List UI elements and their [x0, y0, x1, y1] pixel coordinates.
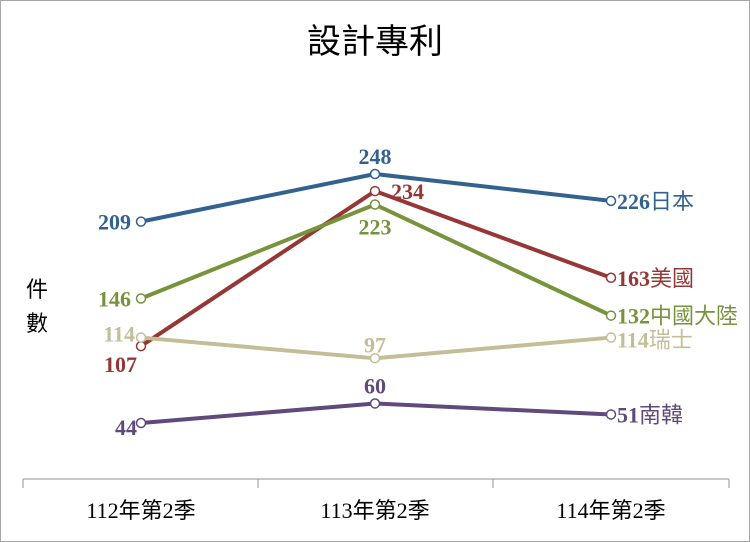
series-name-label: 南韓	[639, 403, 683, 428]
series-美國: 107 234 163美國	[104, 179, 694, 377]
series-name-label: 美國	[650, 267, 694, 292]
chart-title: 設計專利	[307, 22, 443, 62]
series-name-label: 瑞士	[649, 329, 693, 354]
data-label: 114瑞士	[617, 328, 693, 354]
data-label: 163美國	[617, 266, 694, 292]
data-point	[135, 332, 147, 343]
data-label: 248	[359, 144, 392, 169]
data-label: 44	[115, 415, 137, 440]
data-point	[135, 340, 147, 352]
series-name-label: 日本	[650, 190, 694, 215]
data-point	[369, 199, 381, 210]
data-label: 132中國大陸	[617, 304, 738, 330]
x-tick-label: 114年第2季	[556, 498, 665, 523]
series-瑞士: 114 97 114瑞士	[103, 322, 693, 364]
x-tick-label: 112年第2季	[86, 498, 195, 523]
data-point	[135, 216, 147, 227]
series-group: 209 248 226日本 107 234 163美國 146 223 132中國大陸 114 97…	[98, 144, 738, 440]
data-point	[135, 293, 147, 304]
data-label: 114	[103, 322, 135, 347]
data-label: 146	[98, 287, 131, 312]
y-axis-label: 件數	[26, 278, 48, 337]
data-point	[605, 310, 617, 321]
data-label: 226日本	[617, 189, 694, 215]
data-point	[369, 168, 381, 180]
data-label: 97	[364, 332, 386, 357]
x-axis: 112年第2季 113年第2季 114年第2季	[22, 478, 730, 523]
data-label: 60	[364, 373, 386, 398]
data-label: 234	[391, 179, 424, 204]
data-point	[369, 353, 381, 364]
series-日本: 209 248 226日本	[98, 144, 694, 235]
data-point	[605, 409, 617, 420]
series-name-label: 中國大陸	[650, 305, 738, 330]
series-南韓: 44 60 51南韓	[115, 373, 683, 440]
data-point	[605, 332, 617, 343]
data-point	[369, 185, 381, 197]
data-point	[135, 417, 147, 429]
data-label: 51南韓	[617, 402, 683, 428]
data-point	[369, 398, 381, 409]
data-label: 209	[98, 210, 131, 235]
data-label: 107	[104, 352, 137, 377]
x-tick-label: 113年第2季	[320, 498, 429, 523]
series-中國大陸: 146 223 132中國大陸	[98, 199, 738, 330]
data-point	[605, 195, 617, 207]
data-label: 223	[359, 215, 392, 240]
data-point	[605, 272, 617, 283]
